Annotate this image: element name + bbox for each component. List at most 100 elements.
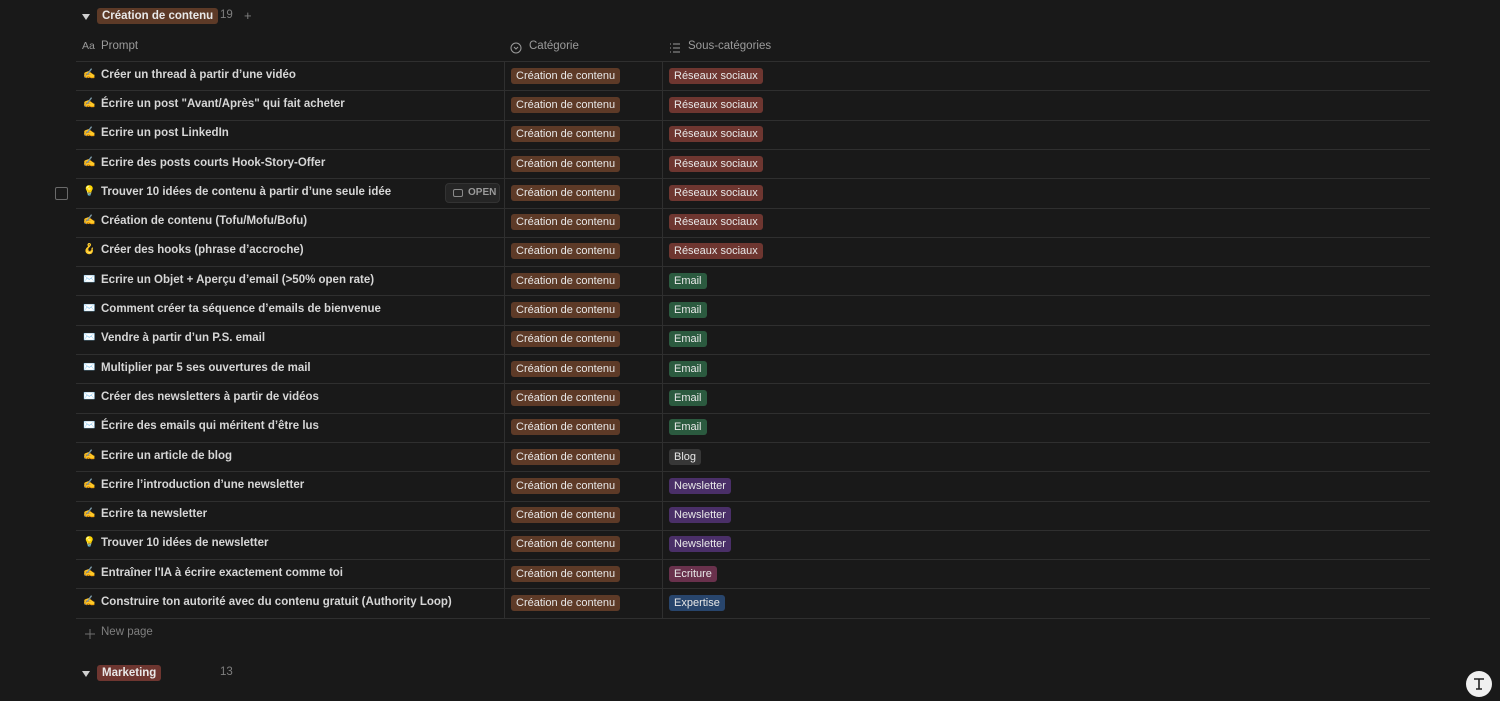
- category-tag: Création de contenu: [511, 243, 621, 260]
- column-divider: [504, 61, 505, 618]
- row-divider: [76, 500, 1430, 502]
- subcategory-tag: Email: [669, 331, 707, 348]
- prompt-title[interactable]: Comment créer ta séquence d’emails de bi…: [101, 303, 381, 316]
- row-divider: [76, 266, 1430, 268]
- row-divider: [76, 178, 1430, 180]
- prompt-title[interactable]: Écrire un post "Avant/Après" qui fait ac…: [101, 97, 345, 110]
- new-page-plus: [84, 627, 96, 639]
- subcategory-tag: Email: [669, 302, 707, 319]
- subcategory-tag: Expertise: [669, 595, 725, 612]
- new-page-plus-svg: [85, 628, 95, 639]
- row-divider: [76, 119, 1430, 121]
- row-divider: [76, 529, 1430, 531]
- category-tag: Création de contenu: [511, 214, 621, 231]
- category-tag: Création de contenu: [511, 302, 621, 319]
- select-prop-icon-svg: [510, 42, 522, 54]
- group-add[interactable]: +: [244, 8, 252, 23]
- multi-prop-icon: [669, 41, 681, 53]
- prompt-title[interactable]: Construire ton autorité avec du contenu …: [101, 596, 452, 609]
- group-count: 13: [220, 666, 233, 678]
- subcategory-tag: Réseaux sociaux: [669, 155, 763, 172]
- row-divider: [76, 354, 1430, 355]
- prompt-title[interactable]: Créer des newsletters à partir de vidéos: [101, 390, 319, 403]
- row-icon: ✍️: [83, 508, 96, 520]
- row-icon: ✍️: [83, 215, 96, 227]
- open-label[interactable]: OPEN: [468, 186, 497, 198]
- row-icon: ✉️: [83, 390, 96, 402]
- prompt-title[interactable]: Ecrire un Objet + Aperçu d’email (>50% o…: [101, 273, 375, 286]
- subcategory-tag: Email: [669, 272, 707, 289]
- subcategory-tag: Réseaux sociaux: [669, 243, 763, 260]
- group-tag[interactable]: Création de contenu: [97, 8, 219, 24]
- prompt-title[interactable]: Créer un thread à partir d’une vidéo: [101, 68, 296, 81]
- prompt-title[interactable]: Trouver 10 idées de newsletter: [101, 537, 269, 550]
- subcategory-tag: Blog: [669, 448, 702, 465]
- row-divider: [76, 412, 1430, 414]
- row-icon: ✉️: [83, 332, 96, 344]
- category-tag: Création de contenu: [511, 126, 621, 143]
- collapse-toggle-svg: [82, 671, 90, 677]
- row-divider: [76, 295, 1430, 297]
- prompt-title[interactable]: Écrire des emails qui méritent d’être lu…: [101, 420, 319, 433]
- prompt-title[interactable]: Ecrire l’introduction d’une newsletter: [101, 478, 305, 491]
- category-tag: Création de contenu: [511, 448, 621, 465]
- row-divider: [76, 617, 1430, 619]
- row-divider: [76, 471, 1430, 473]
- row-divider: [76, 90, 1430, 92]
- category-tag: Création de contenu: [511, 96, 621, 113]
- help-button[interactable]: [1465, 670, 1493, 698]
- prompt-title[interactable]: Ecrire des posts courts Hook-Story-Offer: [101, 156, 326, 169]
- category-tag: Création de contenu: [511, 155, 621, 172]
- collapse-toggle-svg: [82, 14, 90, 20]
- column-divider: [662, 61, 663, 618]
- subcategory-tag: Email: [669, 360, 707, 377]
- row-icon: ✍️: [83, 478, 96, 490]
- row-icon: ✍️: [83, 127, 96, 139]
- category-tag: Création de contenu: [511, 477, 621, 494]
- collapse-toggle: [80, 667, 92, 679]
- prompt-title[interactable]: Vendre à partir d’un P.S. email: [101, 332, 266, 345]
- subcategory-tag: Email: [669, 389, 707, 406]
- prompt-title[interactable]: Trouver 10 idées de contenu à partir d’u…: [101, 185, 392, 198]
- row-icon: ✍️: [83, 449, 96, 461]
- category-tag: Création de contenu: [511, 565, 621, 582]
- row-icon: 💡: [83, 185, 96, 197]
- category-tag: Création de contenu: [511, 419, 621, 436]
- column-header: Catégorie: [529, 40, 579, 52]
- row-checkbox[interactable]: [55, 186, 68, 200]
- category-tag: Création de contenu: [511, 184, 621, 201]
- row-divider: [76, 148, 1430, 150]
- category-tag: Création de contenu: [511, 272, 621, 289]
- prompt-title[interactable]: Entraîner l'IA à écrire exactement comme…: [101, 566, 343, 579]
- multi-prop-icon-svg: [670, 43, 680, 53]
- category-tag: Création de contenu: [511, 536, 621, 553]
- row-divider: [76, 383, 1430, 385]
- prompt-title[interactable]: Créer des hooks (phrase d’accroche): [101, 244, 304, 257]
- new-page[interactable]: New page: [101, 625, 153, 638]
- prompt-title[interactable]: Ecrire un article de blog: [101, 449, 233, 462]
- row-divider: [76, 588, 1430, 590]
- open-button[interactable]: [445, 182, 500, 203]
- row-icon: ✉️: [83, 273, 96, 285]
- subcategory-tag: Newsletter: [669, 507, 731, 524]
- row-icon: ✍️: [83, 566, 96, 578]
- select-prop-icon: [510, 41, 522, 54]
- group-tag[interactable]: Marketing: [97, 665, 162, 681]
- row-icon: ✍️: [83, 68, 96, 80]
- prompt-title[interactable]: Ecrire ta newsletter: [101, 508, 208, 521]
- row-icon: ✉️: [83, 303, 96, 315]
- open-icon: [453, 188, 463, 197]
- category-tag: Création de contenu: [511, 595, 621, 612]
- row-icon: ✍️: [83, 156, 96, 168]
- group-count: 19: [220, 9, 233, 21]
- category-tag: Création de contenu: [511, 389, 621, 406]
- subcategory-tag: Réseaux sociaux: [669, 214, 763, 231]
- category-tag: Création de contenu: [511, 331, 621, 348]
- collapse-toggle: [80, 10, 92, 22]
- prompt-title[interactable]: Multiplier par 5 ses ouvertures de mail: [101, 361, 311, 374]
- subcategory-tag: Newsletter: [669, 536, 731, 553]
- prompt-title[interactable]: Création de contenu (Tofu/Mofu/Bofu): [101, 215, 308, 228]
- prompt-title[interactable]: Ecrire un post LinkedIn: [101, 127, 229, 140]
